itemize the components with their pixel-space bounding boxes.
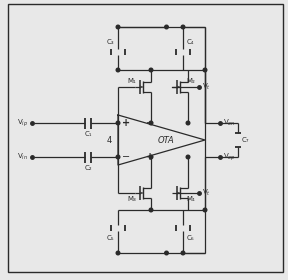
Circle shape (116, 121, 120, 125)
Text: M₄: M₄ (187, 196, 195, 202)
Circle shape (116, 25, 120, 29)
Text: M₁: M₁ (128, 78, 137, 84)
Text: M₂: M₂ (187, 78, 196, 84)
Text: V$_t$: V$_t$ (202, 188, 211, 198)
Text: C₁: C₁ (84, 131, 92, 137)
Text: C₂: C₂ (84, 165, 92, 171)
Circle shape (165, 25, 168, 29)
Text: OTA: OTA (158, 136, 174, 144)
Circle shape (149, 155, 153, 159)
Circle shape (116, 251, 120, 255)
Circle shape (186, 155, 190, 159)
Text: 4: 4 (107, 136, 112, 144)
Text: C₄: C₄ (187, 39, 194, 45)
Text: V$_t$: V$_t$ (202, 82, 211, 92)
Circle shape (149, 121, 153, 125)
Text: −: − (146, 118, 154, 128)
Text: C₅: C₅ (106, 235, 114, 241)
Circle shape (116, 68, 120, 72)
Circle shape (116, 155, 120, 159)
Circle shape (181, 251, 185, 255)
Text: C₇: C₇ (242, 137, 249, 143)
Circle shape (149, 68, 153, 72)
Text: V$_{op}$: V$_{op}$ (223, 151, 236, 163)
Text: M₃: M₃ (128, 196, 137, 202)
Circle shape (203, 208, 207, 212)
Text: V$_{on}$: V$_{on}$ (223, 118, 236, 128)
Text: V$_{in}$: V$_{in}$ (17, 152, 28, 162)
Circle shape (186, 121, 190, 125)
Circle shape (149, 208, 153, 212)
Circle shape (203, 68, 207, 72)
Circle shape (165, 251, 168, 255)
Text: V$_{ip}$: V$_{ip}$ (17, 117, 28, 129)
Text: −: − (122, 152, 130, 162)
Text: +: + (146, 152, 154, 162)
Circle shape (181, 25, 185, 29)
Text: +: + (122, 118, 130, 128)
Text: C₃: C₃ (107, 39, 114, 45)
Text: C₆: C₆ (187, 235, 195, 241)
